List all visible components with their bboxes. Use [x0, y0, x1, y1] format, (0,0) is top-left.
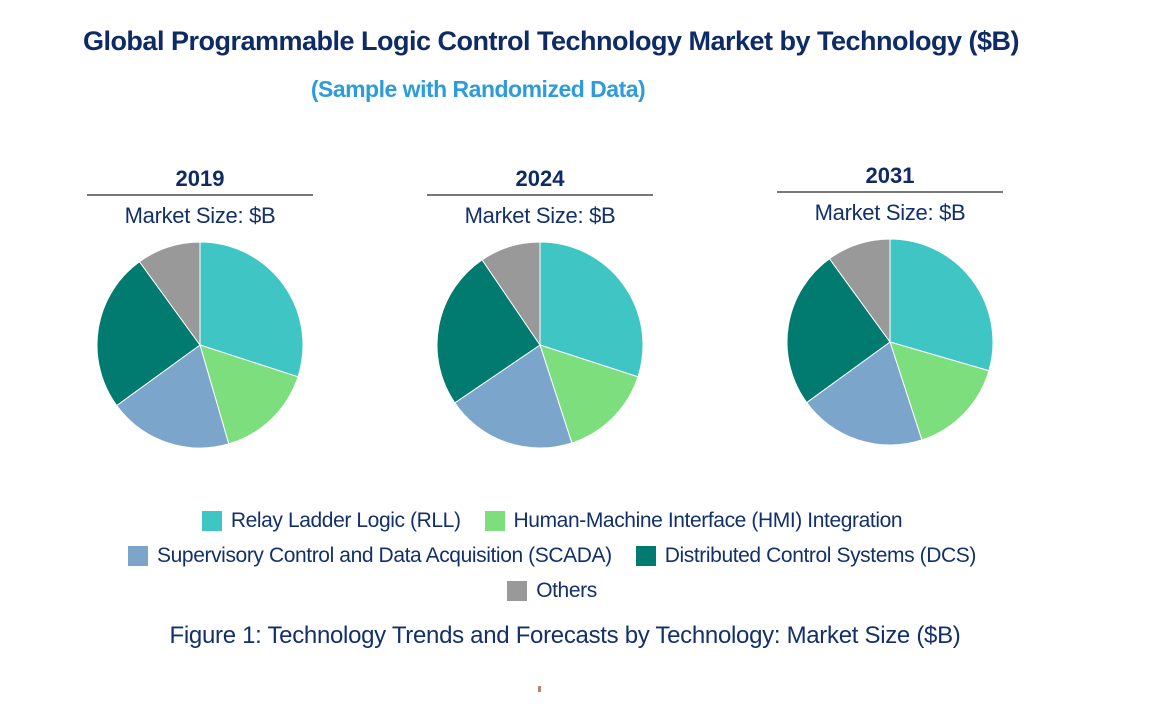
- legend-item-rll: Relay Ladder Logic (RLL): [201, 509, 461, 533]
- legend-item-scada: Supervisory Control and Data Acquisition…: [128, 544, 612, 568]
- chart-year-label: 2024: [515, 166, 565, 191]
- chart-column-2031: 2031 Market Size: $B: [770, 163, 1010, 447]
- pie-slice-2019-1: [199, 344, 299, 445]
- chart-year-label: 2019: [175, 166, 225, 191]
- pie-slice-2019-0: [199, 241, 304, 378]
- chart-year-label: 2031: [865, 163, 915, 188]
- pie-slice-2031-3: [786, 257, 891, 404]
- chart-column-2024: 2024 Market Size: $B: [420, 166, 660, 450]
- legend-label-others: Others: [536, 579, 597, 602]
- legend-label-scada: Supervisory Control and Data Acquisition…: [157, 544, 612, 567]
- legend-label-rll: Relay Ladder Logic (RLL): [230, 509, 461, 532]
- artifact-dot: [538, 686, 541, 692]
- pie-slice-2019-3: [96, 260, 201, 407]
- legend-label-hmi: Human-Machine Interface (HMI) Integratio…: [513, 509, 903, 532]
- year-divider: [87, 194, 313, 196]
- legend-swatch-hmi: [484, 511, 505, 531]
- page-title: Global Programmable Logic Control Techno…: [82, 26, 1020, 56]
- pie-slice-2019-4: [138, 241, 201, 347]
- pie-slice-2024-1: [539, 344, 639, 444]
- chart-column-2019: 2019 Market Size: $B: [80, 166, 320, 450]
- legend-swatch-rll: [201, 511, 222, 531]
- pie-slice-2024-0: [539, 241, 644, 378]
- legend-swatch-dcs: [635, 546, 656, 566]
- legend-row: Relay Ladder Logic (RLL) Human-Machine I…: [0, 509, 1104, 533]
- title-wrap: Global Programmable Logic Control Techno…: [0, 26, 1102, 57]
- legend: Relay Ladder Logic (RLL) Human-Machine I…: [0, 509, 1104, 614]
- pie-slice-2031-1: [889, 341, 990, 441]
- year-divider: [777, 191, 1003, 193]
- pie-slice-2031-0: [889, 238, 994, 372]
- legend-item-dcs: Distributed Control Systems (DCS): [635, 544, 977, 568]
- page-subtitle: (Sample with Randomized Data): [310, 76, 646, 102]
- pie-slice-2024-2: [454, 344, 573, 449]
- market-size-label: Market Size: $B: [464, 203, 616, 228]
- market-size-label: Market Size: $B: [124, 203, 276, 228]
- pie-slice-2024-3: [436, 259, 541, 404]
- pie-slice-2031-2: [805, 341, 923, 446]
- legend-swatch-others: [507, 581, 528, 601]
- pie-slice-2024-4: [481, 241, 541, 347]
- market-size-label: Market Size: $B: [814, 200, 966, 225]
- legend-row: Others: [0, 579, 1104, 603]
- pie-slice-2031-4: [828, 238, 891, 344]
- pie-chart-2031: [786, 238, 994, 446]
- pie-chart-2024: [436, 241, 644, 449]
- caption-wrap: Figure 1: Technology Trends and Forecast…: [0, 622, 1130, 650]
- legend-row: Supervisory Control and Data Acquisition…: [0, 544, 1104, 568]
- pie-chart-2019: [96, 241, 304, 449]
- legend-label-dcs: Distributed Control Systems (DCS): [664, 544, 977, 567]
- subtitle-wrap: (Sample with Randomized Data): [0, 76, 956, 103]
- legend-swatch-scada: [128, 546, 149, 566]
- legend-item-others: Others: [507, 579, 597, 603]
- figure-caption: Figure 1: Technology Trends and Forecast…: [169, 622, 961, 649]
- pie-slice-2019-2: [115, 344, 230, 449]
- legend-item-hmi: Human-Machine Interface (HMI) Integratio…: [484, 509, 903, 533]
- year-divider: [427, 194, 653, 196]
